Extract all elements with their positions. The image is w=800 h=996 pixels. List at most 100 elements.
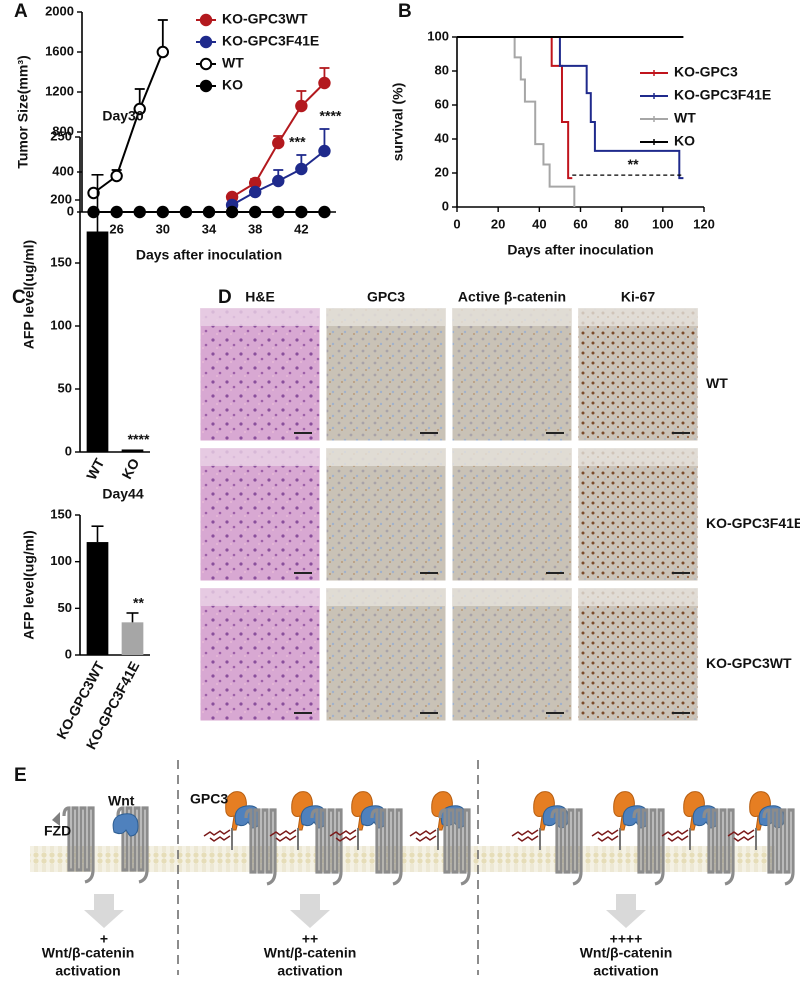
data-point [110, 205, 123, 219]
y-tick-label: 50 [58, 380, 72, 395]
legend-marker [199, 35, 213, 49]
y-tick-label: 50 [58, 600, 72, 615]
arrow [606, 894, 646, 928]
outcome-label: activation [593, 963, 658, 979]
x-tick-label: 40 [532, 216, 546, 231]
series-line [92, 51, 164, 194]
x-tick-label: 80 [614, 216, 628, 231]
receptor [632, 808, 665, 886]
column-header: H&E [245, 289, 275, 305]
receptor [310, 808, 343, 886]
coreceptor-label: GPC3 [190, 791, 228, 807]
legend-label: KO-GPC3WT [222, 11, 308, 27]
legend-label: KO-GPC3F41E [222, 33, 319, 49]
tissue-shade [200, 308, 320, 326]
tissue-shade [578, 588, 698, 606]
y-tick-label: 400 [52, 163, 74, 178]
data-point [133, 205, 146, 219]
activation-level: ++++ [610, 931, 643, 947]
micrograph [199, 447, 321, 582]
ihc-panel: H&E GPC3 Active β-catenin Ki-67 WT KO-GPC3F41… [199, 289, 800, 722]
x-tick-label: 30 [156, 221, 170, 236]
y-tick-label: 0 [67, 203, 74, 218]
y-tick-label: 2000 [45, 3, 74, 18]
x-tick-label: 100 [652, 216, 674, 231]
receptor [762, 808, 795, 886]
micrograph [577, 307, 699, 442]
activation-level: ++ [302, 931, 318, 947]
tissue-shade [326, 448, 446, 466]
bar [86, 542, 109, 655]
y-tick-label: 1600 [45, 43, 74, 58]
data-point [248, 185, 262, 199]
data-point [87, 205, 100, 219]
column-header: GPC3 [367, 289, 405, 305]
data-point [87, 186, 100, 200]
y-tick-label: 0 [65, 443, 72, 458]
y-axis-label: AFP level(ug/ml) [21, 530, 37, 639]
bar [86, 231, 109, 452]
receptor [438, 808, 471, 886]
bar [121, 622, 144, 655]
x-tick-label: 20 [491, 216, 505, 231]
outcome-label: activation [55, 963, 120, 979]
x-tick-label: WT [83, 455, 108, 482]
legend-label: KO [222, 77, 243, 93]
y-tick-label: 20 [435, 164, 449, 179]
data-point [295, 99, 308, 113]
data-point [318, 144, 331, 158]
x-tick-label: 60 [573, 216, 587, 231]
y-tick-label: 0 [442, 198, 449, 213]
tissue-shade [326, 308, 446, 326]
chart-title: Day30 [102, 108, 143, 124]
receptor [702, 808, 735, 886]
ligand-label: Wnt [108, 793, 135, 809]
data-point [225, 205, 239, 219]
micrograph [199, 587, 321, 722]
data-point [318, 205, 331, 219]
data-point [272, 174, 285, 188]
row-label: WT [706, 375, 728, 391]
tissue-shade [578, 308, 698, 326]
data-point [248, 205, 262, 219]
data-point [156, 205, 170, 219]
micrograph [325, 447, 447, 582]
chart-title: Day44 [102, 486, 143, 502]
legend-label: KO-GPC3 [674, 64, 738, 80]
micrograph [325, 587, 447, 722]
row-label: KO-GPC3WT [706, 655, 792, 671]
micrograph [577, 447, 699, 582]
y-tick-label: 150 [50, 254, 72, 269]
survival-curve [457, 36, 684, 180]
tissue-shade [200, 588, 320, 606]
y-tick-label: 250 [50, 128, 72, 143]
data-point [110, 169, 123, 183]
x-tick-label: 34 [202, 221, 217, 236]
data-point [156, 45, 170, 59]
data-point [295, 205, 308, 219]
x-tick-label: KO [118, 456, 142, 482]
outcome-label: Wnt/β-catenin [42, 945, 135, 961]
y-tick-label: 80 [435, 62, 449, 77]
significance: **** [128, 431, 150, 447]
data-point [318, 76, 331, 90]
data-point [202, 205, 216, 219]
y-tick-label: 0 [65, 646, 72, 661]
x-tick-label: 120 [693, 216, 715, 231]
outcome-label: Wnt/β-catenin [580, 945, 673, 961]
x-axis-label: Days after inoculation [507, 242, 653, 258]
legend-label: WT [674, 110, 696, 126]
data-point [295, 162, 308, 176]
data-point [272, 205, 285, 219]
x-tick-label: 38 [248, 221, 262, 236]
micrograph [451, 447, 573, 582]
membrane [30, 846, 170, 872]
x-axis-label: Days after inoculation [136, 247, 282, 263]
y-tick-label: 150 [50, 506, 72, 521]
data-point [133, 102, 146, 116]
outcome-label: activation [277, 963, 342, 979]
significance: ** [628, 156, 639, 172]
legend-label: KO-GPC3F41E [674, 87, 771, 103]
tissue-shade [452, 588, 572, 606]
